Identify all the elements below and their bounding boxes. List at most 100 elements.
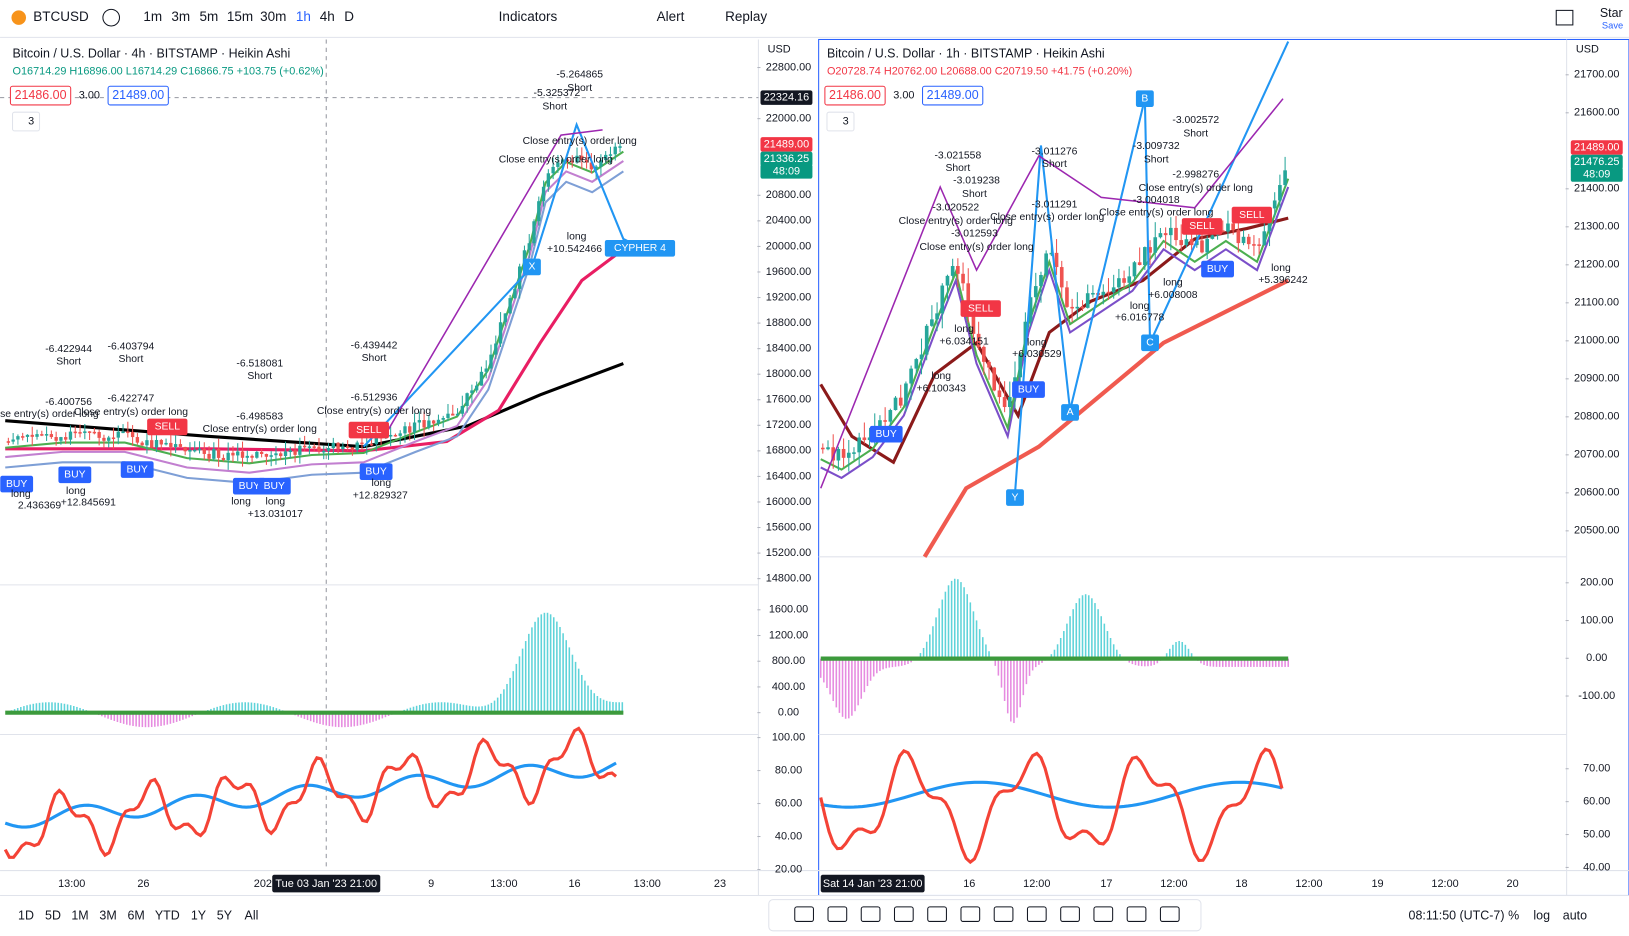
replay-button[interactable]: Replay — [725, 9, 767, 24]
range-button[interactable]: YTD — [155, 909, 180, 923]
time-cursor: Tue 03 Jan '23 21:00 — [275, 878, 377, 890]
drawing-tool-icon[interactable] — [1060, 906, 1080, 922]
interval-button[interactable]: 1m — [143, 9, 162, 24]
drawing-tool-icon[interactable] — [1026, 906, 1047, 922]
high: H20762.00 — [884, 66, 937, 78]
drawing-toolbar[interactable] — [768, 899, 1202, 932]
compare-button[interactable] — [102, 8, 121, 27]
alert-button[interactable]: Alert — [657, 9, 685, 24]
candle-body — [966, 283, 971, 312]
log-toggle[interactable]: log — [1533, 909, 1550, 923]
drawing-tool-icon[interactable] — [1159, 906, 1180, 922]
indicator-toggle[interactable] — [11, 111, 41, 132]
candle-body — [1200, 240, 1204, 253]
candle-body — [1278, 185, 1282, 201]
candle-body — [283, 451, 288, 457]
indicators-button[interactable]: Indicators — [499, 9, 558, 24]
range-button[interactable]: 5D — [45, 909, 61, 923]
price-tick-label: 16800.00 — [766, 445, 811, 457]
candle-body — [412, 422, 417, 433]
price-tick-label: 0.00 — [778, 707, 799, 719]
strategy-label: Short — [1042, 159, 1067, 170]
ohlc: O20728.74 H20762.00 L20688.00 C20719.50 … — [827, 66, 1132, 78]
buy-price[interactable]: 21489.00 — [927, 88, 979, 102]
candle-body — [570, 160, 574, 163]
drawing-tool-icon[interactable] — [1093, 906, 1114, 922]
candle-body — [904, 383, 908, 406]
candle-body — [1070, 306, 1074, 309]
signal-badge — [1181, 218, 1223, 235]
buy-box[interactable] — [922, 85, 984, 106]
candle-body — [216, 448, 221, 458]
buy-price[interactable]: 21489.00 — [112, 88, 164, 102]
percent-toggle[interactable]: % — [1508, 909, 1519, 923]
indicator-toggle[interactable] — [826, 111, 855, 132]
price-tick-label: 1600.00 — [769, 604, 808, 616]
drawing-tool-icon[interactable] — [927, 906, 947, 922]
price-label-box — [1570, 167, 1623, 182]
sell-price[interactable]: 21486.00 — [829, 88, 881, 102]
candle-body — [608, 154, 613, 156]
drawing-tool-icon[interactable] — [1126, 906, 1147, 922]
symbol[interactable]: BTCUSD — [33, 9, 89, 24]
moving-average — [819, 216, 1289, 465]
time-tick-label: 18 — [1235, 878, 1247, 890]
drawing-tool-icon[interactable] — [993, 906, 1014, 922]
currency[interactable]: USD — [768, 44, 791, 56]
interval-button[interactable]: 1h — [296, 9, 311, 24]
time-tick-label: 20 — [1507, 878, 1519, 890]
candle-body — [436, 419, 441, 424]
auto-toggle[interactable]: auto — [1563, 909, 1587, 923]
interval-button[interactable]: 3m — [171, 9, 190, 24]
strategy-label: +10.542466 — [547, 244, 602, 255]
range-button[interactable]: 3M — [99, 909, 116, 923]
interval-button[interactable]: 15m — [227, 9, 253, 24]
candle-body — [226, 452, 230, 461]
sell-box[interactable] — [824, 85, 886, 106]
save-button[interactable]: Save — [1602, 20, 1623, 30]
drawing-tool-icon[interactable] — [827, 906, 848, 922]
interval-button[interactable]: 5m — [199, 9, 218, 24]
buy-box[interactable] — [107, 85, 169, 106]
candle-body — [11, 439, 15, 442]
signal-badge-label: BUY — [1018, 384, 1039, 395]
candle-body — [451, 413, 455, 416]
drawing-tool-icon[interactable] — [794, 906, 814, 922]
candle-body — [862, 437, 867, 441]
signal-badge — [604, 239, 676, 257]
indicator-count[interactable]: 3 — [28, 115, 34, 127]
candle-body — [326, 448, 331, 451]
interval-button[interactable]: D — [344, 9, 354, 24]
signal-badge — [522, 258, 541, 276]
candle-body — [417, 420, 421, 423]
layout-button[interactable] — [1555, 9, 1574, 26]
candle-body — [1231, 223, 1235, 231]
interval-button[interactable]: 30m — [260, 9, 286, 24]
range-button[interactable]: 1D — [18, 909, 34, 923]
range-button[interactable]: 6M — [127, 909, 144, 923]
drawing-tool-icon[interactable] — [860, 906, 881, 922]
currency[interactable]: USD — [1576, 44, 1599, 56]
drawing-tool-icon[interactable] — [893, 906, 914, 922]
candle-body — [1023, 321, 1028, 355]
range-button[interactable]: 1Y — [191, 909, 207, 923]
sell-box[interactable] — [9, 85, 72, 106]
candle-body — [924, 325, 929, 355]
signal-badge-label: SELL — [356, 425, 382, 436]
star-button[interactable]: Star — [1600, 6, 1623, 20]
range-button[interactable]: All — [245, 909, 259, 923]
signal-badge — [1012, 381, 1045, 398]
drawing-tool-icon[interactable] — [960, 906, 981, 922]
candle-body — [73, 431, 77, 434]
candle-body — [1137, 262, 1142, 266]
candle-body — [355, 442, 359, 451]
indicator-count[interactable]: 3 — [843, 115, 849, 127]
range-button[interactable]: 5Y — [217, 909, 233, 923]
interval-button[interactable]: 4h — [320, 9, 335, 24]
sell-price[interactable]: 21486.00 — [15, 88, 67, 102]
strategy-label: Short — [542, 102, 567, 113]
candle-body — [288, 450, 292, 453]
moving-average — [820, 178, 1290, 471]
candle-body — [408, 426, 412, 433]
range-button[interactable]: 1M — [71, 909, 88, 923]
